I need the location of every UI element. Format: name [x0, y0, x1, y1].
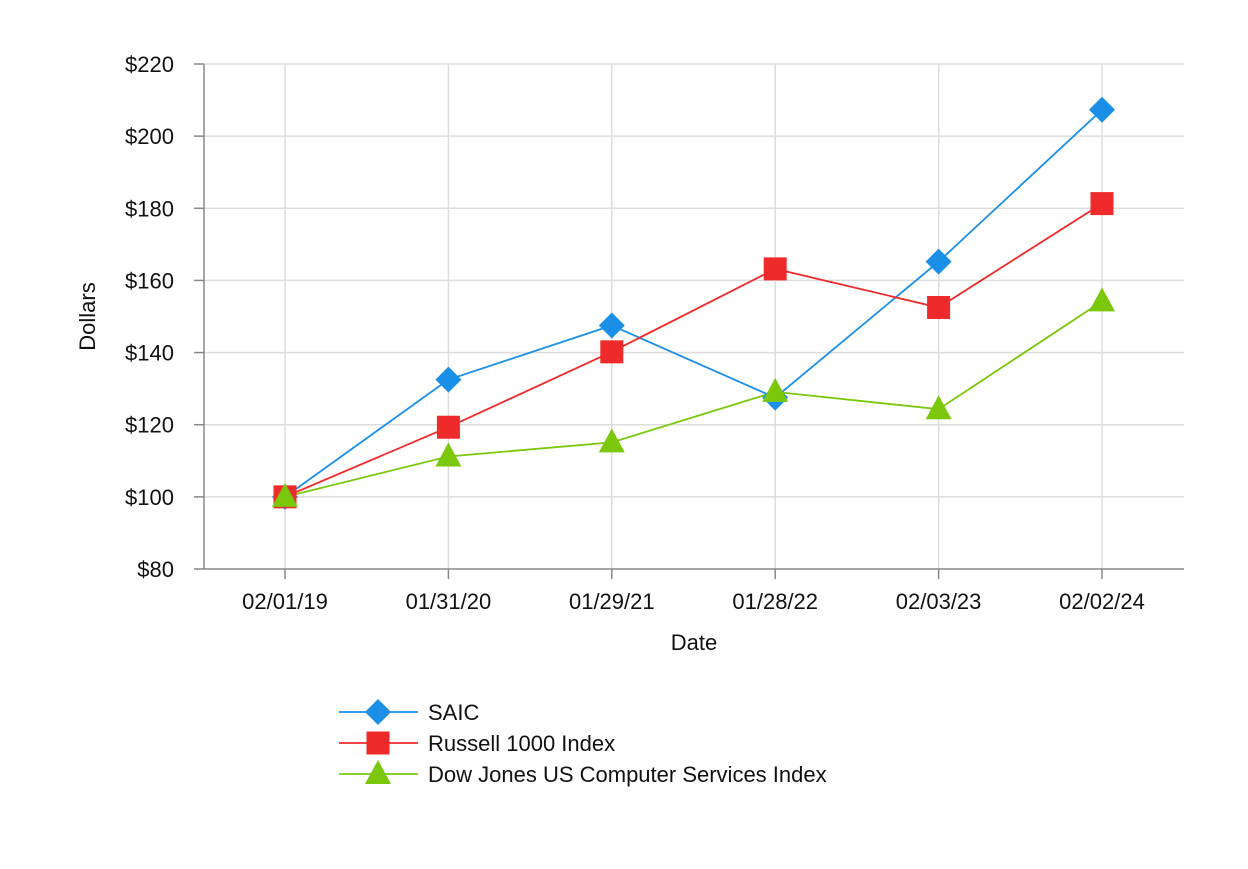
legend-marker-saic	[365, 699, 391, 725]
y-tick-label: $120	[125, 413, 174, 438]
series-lines	[284, 109, 1103, 498]
data-point-saic	[1089, 96, 1115, 123]
x-tick-label: 01/29/21	[569, 589, 655, 614]
data-point-dow-jones-us-computer-services-index	[435, 442, 462, 467]
data-point-russell-1000-index	[436, 415, 460, 439]
x-tick-label: 02/01/19	[242, 589, 328, 614]
y-axis-title: Dollars	[75, 282, 100, 350]
x-tick-label: 01/31/20	[406, 589, 492, 614]
data-point-saic	[925, 248, 952, 275]
series-line-russell-1000-index	[284, 202, 1103, 498]
y-tick-label: $80	[137, 557, 174, 582]
x-tick-label: 02/03/23	[896, 589, 982, 614]
legend-label-dow-jones-us-computer-services-index: Dow Jones US Computer Services Index	[428, 762, 827, 787]
x-axis-title: Date	[671, 630, 717, 655]
axes: $80 $100 $120 $140 $160 $180 $200 $220 02/01/19 0…	[125, 52, 1184, 614]
y-tick-label: $180	[125, 196, 174, 221]
legend-label-saic: SAIC	[428, 700, 479, 725]
data-point-dow-jones-us-computer-services-index	[1089, 287, 1115, 312]
series-line-saic	[284, 109, 1103, 498]
data-point-russell-1000-index	[1090, 192, 1114, 216]
data-point-russell-1000-index	[763, 257, 787, 281]
legend-marker-russell-1000-index	[366, 731, 390, 755]
y-tick-label: $100	[125, 485, 174, 510]
data-point-dow-jones-us-computer-services-index	[925, 395, 952, 420]
data-point-saic	[598, 312, 625, 339]
data-point-dow-jones-us-computer-services-index	[272, 482, 298, 507]
gridlines	[204, 63, 1184, 569]
data-point-saic	[435, 366, 462, 393]
legend: SAIC Russell 1000 Index Dow Jones US Compu…	[339, 699, 827, 787]
y-tick-label: $220	[125, 52, 174, 77]
y-tick-label: $200	[125, 124, 174, 149]
y-tick-label: $140	[125, 341, 174, 366]
series-markers	[272, 96, 1115, 510]
data-point-dow-jones-us-computer-services-index	[598, 428, 625, 453]
y-tick-label: $160	[125, 268, 174, 293]
x-tick-label: 01/28/22	[732, 589, 818, 614]
legend-marker-dow-jones-us-computer-services-index	[365, 760, 391, 784]
series-line-dow-jones-us-computer-services-index	[284, 300, 1103, 498]
data-point-dow-jones-us-computer-services-index	[762, 377, 789, 402]
legend-label-russell-1000-index: Russell 1000 Index	[428, 731, 615, 756]
x-tick-label: 02/02/24	[1059, 589, 1145, 614]
data-point-russell-1000-index	[927, 295, 951, 319]
data-point-russell-1000-index	[600, 340, 624, 364]
